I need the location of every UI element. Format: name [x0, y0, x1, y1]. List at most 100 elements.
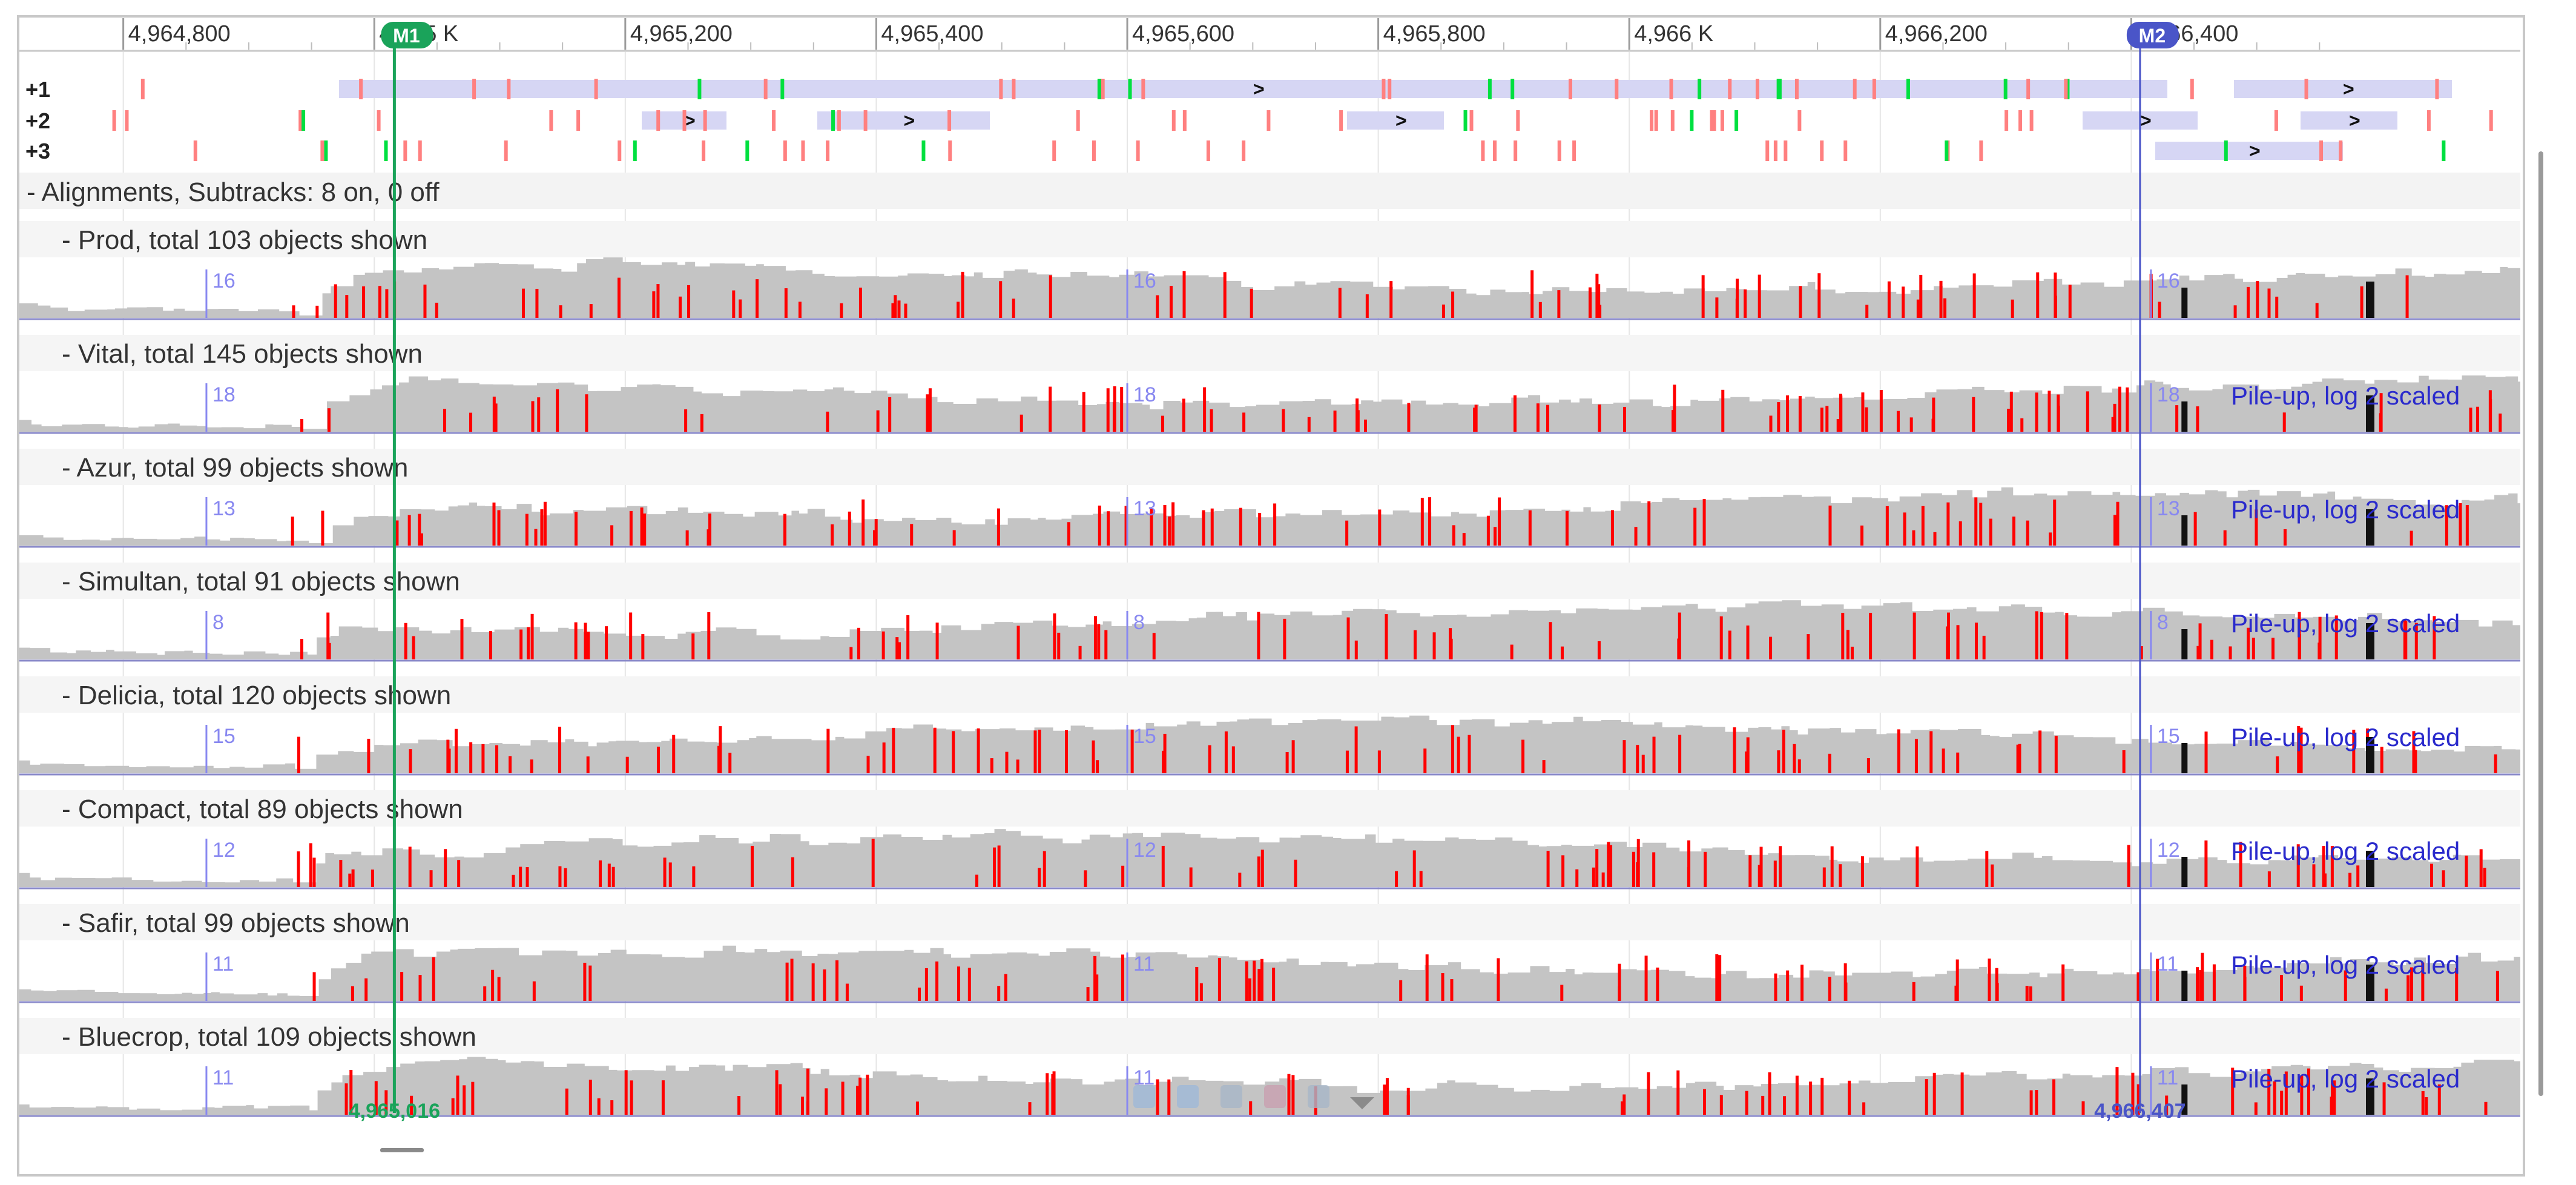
start-codon: [1128, 79, 1132, 99]
mismatch-bar: [1676, 1070, 1680, 1115]
mismatch-bar: [1441, 304, 1445, 318]
mismatch-bar: [1954, 985, 1958, 1001]
start-codon: [1487, 79, 1492, 99]
mismatch-bar: [1735, 299, 1739, 318]
mismatch-bar: [2412, 731, 2416, 773]
mismatch-bar: [1809, 1081, 1813, 1115]
mismatch-bar: [460, 619, 464, 659]
mismatch-bar: [1836, 418, 1840, 432]
marker-icon[interactable]: [1264, 1085, 1286, 1108]
stop-codon: [377, 110, 381, 131]
scale-label: 16: [1133, 269, 1156, 292]
start-codon: [1906, 79, 1910, 99]
mismatch-bar: [1925, 1079, 1928, 1115]
mismatch-bar: [707, 612, 711, 659]
mismatch-bar: [1423, 748, 1427, 773]
stop-codon: [2489, 110, 2493, 131]
marker-handle-M2[interactable]: [2126, 22, 2179, 48]
mismatch-bar: [348, 873, 352, 887]
mismatch-bar: [1777, 402, 1780, 432]
coverage-area: [19, 375, 2520, 432]
mismatch-bar: [826, 411, 829, 432]
mismatch-bar: [2279, 974, 2283, 1001]
mismatch-bar: [2425, 1097, 2428, 1115]
start-codon: [384, 140, 388, 161]
orf-box[interactable]: [2155, 142, 2343, 160]
variant-marker: [2181, 1084, 2188, 1115]
mismatch-bar: [1673, 385, 1676, 432]
mismatch-bar: [1120, 387, 1124, 432]
mismatch-bar: [364, 978, 368, 1001]
stop-codon: [1493, 140, 1497, 161]
mismatch-bar: [1065, 730, 1069, 773]
orf-box[interactable]: [1347, 111, 1444, 130]
mismatch-bar: [1004, 974, 1007, 1001]
stop-codon: [1755, 79, 1759, 99]
mismatch-bar: [1406, 1088, 1410, 1115]
mismatch-bar: [1736, 279, 1739, 318]
mismatch-bar: [1167, 1079, 1171, 1115]
orf-box[interactable]: [339, 80, 2167, 98]
mismatch-bar: [1914, 739, 1918, 773]
marker-handle-M1[interactable]: [381, 22, 433, 48]
horizontal-scroll-thumb[interactable]: [380, 1148, 424, 1152]
mismatch-bar: [1703, 1089, 1707, 1115]
mismatch-bar: [429, 870, 433, 887]
mismatch-bar: [1921, 506, 1925, 546]
mismatch-bar: [1097, 624, 1101, 659]
mismatch-bar: [404, 622, 407, 659]
vertical-scrollbar[interactable]: [2538, 151, 2543, 1096]
mismatch-bar: [2047, 391, 2051, 432]
mismatch-bar: [2283, 529, 2287, 546]
mismatch-bar: [300, 639, 304, 659]
mismatch-bar: [334, 284, 337, 318]
mismatch-bar: [418, 513, 421, 546]
mismatch-bar: [1715, 297, 1719, 318]
stop-codon: [1481, 140, 1485, 161]
mismatch-bar: [999, 281, 1003, 318]
mismatch-bar: [1096, 760, 1099, 773]
mismatch-bar: [785, 962, 789, 1001]
pan-hand-icon[interactable]: [1133, 1085, 1155, 1108]
mismatch-bar: [418, 975, 422, 1001]
mismatch-bar: [672, 734, 676, 773]
mismatch-bar: [1450, 979, 1454, 1001]
mismatch-bar: [1728, 630, 1731, 659]
mismatch-bar: [1909, 417, 1913, 432]
mismatch-bar: [866, 1074, 869, 1115]
mismatch-bar: [1746, 626, 1750, 659]
mismatch-bar: [1378, 509, 1382, 546]
sort-icon[interactable]: [1308, 1085, 1329, 1108]
mismatch-bar: [2247, 627, 2250, 659]
stop-codon: [1206, 140, 1210, 161]
mismatch-bar: [2127, 845, 2130, 887]
stop-codon: [1141, 79, 1145, 99]
mismatch-bar: [1972, 273, 1976, 318]
mismatch-bar: [527, 627, 530, 659]
dropdown-icon[interactable]: [1350, 1097, 1374, 1109]
mismatch-bar: [806, 1068, 809, 1115]
mismatch-bar: [2284, 1071, 2288, 1115]
mismatch-bar: [779, 1084, 782, 1115]
mismatch-bar: [1622, 740, 1626, 773]
mismatch-bar: [1618, 963, 1621, 1001]
mismatch-bar: [344, 1083, 348, 1115]
variant-marker: [2181, 971, 2188, 1001]
mismatch-bar: [1622, 406, 1626, 432]
mismatch-bar: [1182, 271, 1186, 318]
mismatch-bar: [432, 957, 435, 1001]
variant-marker: [2366, 965, 2374, 1001]
orf-box[interactable]: [817, 111, 990, 130]
mismatch-bar: [2280, 1091, 2284, 1115]
orf-box[interactable]: [2234, 80, 2452, 98]
orf-box[interactable]: [2301, 111, 2397, 130]
mismatch-bar: [1345, 520, 1349, 546]
mismatch-bar: [1561, 855, 1565, 887]
mismatch-bar: [1865, 305, 1869, 318]
ruler-icon[interactable]: [1220, 1085, 1242, 1108]
mismatch-bar: [1239, 507, 1242, 546]
zoom-fit-icon[interactable]: [1177, 1085, 1199, 1108]
mismatch-bar: [2275, 296, 2279, 318]
track-header-bg: [19, 1018, 2520, 1054]
